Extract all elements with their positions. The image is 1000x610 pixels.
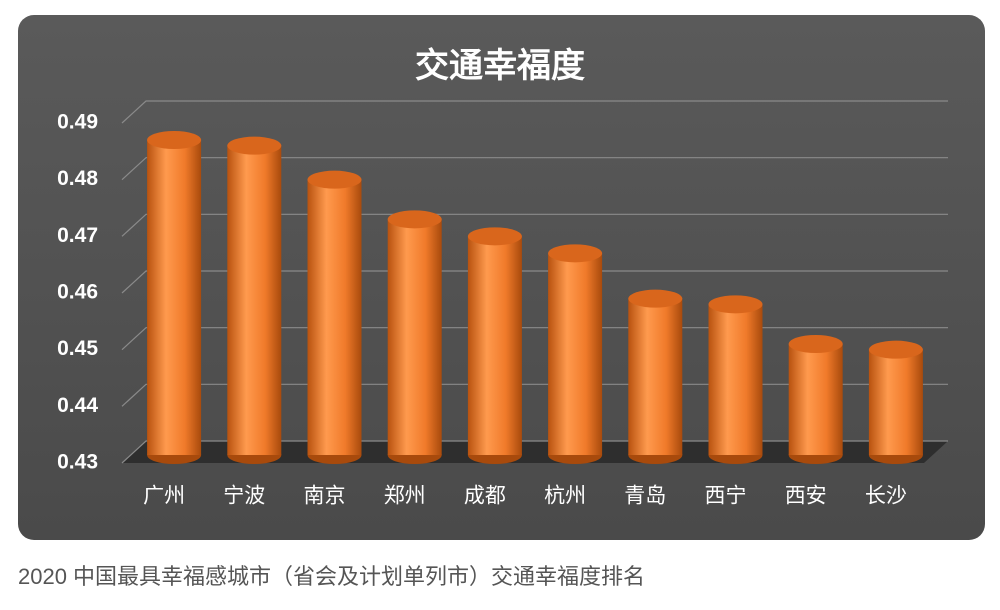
y-tick-label: 0.48 (57, 167, 98, 190)
y-tick-label: 0.46 (57, 281, 98, 304)
x-tick-label: 南京 (304, 485, 346, 508)
bar-top (708, 295, 763, 314)
bar (147, 140, 202, 455)
y-tick-label: 0.49 (57, 111, 98, 134)
chart-title: 交通幸福度 (415, 46, 585, 85)
bar-top (788, 335, 843, 353)
y-tick-label: 0.44 (57, 394, 98, 417)
x-tick-label: 杭州 (544, 485, 586, 508)
x-tick-label: 长沙 (865, 485, 907, 508)
bar-top (467, 227, 522, 246)
x-tick-label: 成都 (464, 485, 506, 508)
bar-top (628, 289, 683, 308)
bar (628, 298, 683, 455)
x-tick-label: 青岛 (624, 485, 666, 508)
y-tick-label: 0.47 (57, 224, 98, 247)
grid-line (121, 270, 948, 294)
grid-line (121, 157, 948, 181)
bar (708, 304, 763, 455)
bar (467, 236, 522, 455)
bar (548, 253, 603, 455)
y-tick-label: 0.43 (57, 451, 98, 474)
bar-top (307, 170, 362, 189)
bar (788, 344, 843, 455)
bar-top (387, 210, 442, 229)
bar (307, 179, 362, 455)
x-tick-label: 宁波 (223, 485, 265, 508)
bar-top (868, 340, 923, 359)
x-tick-label: 郑州 (384, 485, 426, 508)
grid-line (121, 213, 948, 237)
bar (868, 349, 923, 455)
x-tick-label: 西安 (785, 485, 827, 508)
bar (387, 219, 442, 455)
x-tick-label: 广州 (143, 485, 185, 508)
bar (227, 145, 282, 455)
bar-top (147, 131, 202, 149)
bar-top (227, 136, 282, 155)
grid-line (121, 100, 948, 124)
x-tick-label: 西宁 (705, 485, 747, 508)
caption: 2020 中国最具幸福感城市（省会及计划单列市）交通幸福度排名 (18, 564, 645, 589)
bar-top (548, 244, 603, 263)
y-tick-label: 0.45 (57, 337, 98, 360)
